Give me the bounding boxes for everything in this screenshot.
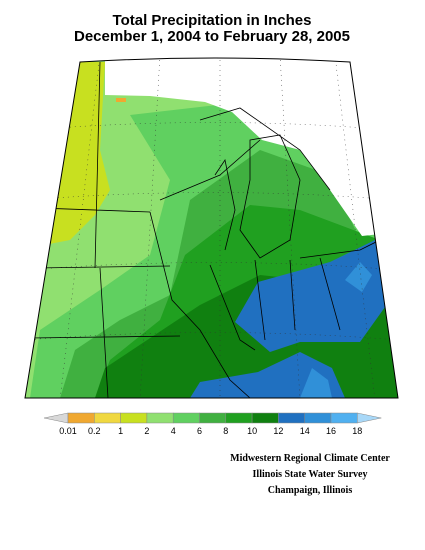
legend-label: 6 (197, 426, 202, 436)
legend-swatch (251, 412, 279, 424)
legend-swatch (94, 412, 121, 424)
legend-label: 4 (171, 426, 176, 436)
map-subtitle: December 1, 2004 to February 28, 2005 (74, 28, 350, 45)
legend-label: 0.01 (59, 426, 77, 436)
map-frame (24, 57, 399, 399)
legend-arrow (43, 412, 69, 424)
legend-label: 16 (326, 426, 336, 436)
legend-label: 12 (273, 426, 283, 436)
legend-swatch (146, 412, 174, 424)
legend-swatch (67, 412, 95, 424)
legend-label: 14 (300, 426, 310, 436)
credit-line: Midwestern Regional Climate Center (230, 453, 390, 464)
legend-label: 2 (144, 426, 149, 436)
map-title: Total Precipitation in Inches (113, 12, 312, 29)
legend-label: 8 (223, 426, 228, 436)
legend: 0.01 0.2 1 2 4 6 8 10 12 14 16 18 (43, 412, 382, 436)
legend-swatch (120, 412, 148, 424)
legend-swatch (278, 412, 305, 424)
legend-label: 18 (352, 426, 362, 436)
legend-swatch (330, 412, 358, 424)
legend-swatch (304, 412, 332, 424)
legend-label: 10 (247, 426, 257, 436)
map (25, 58, 398, 398)
legend-label: 1 (118, 426, 123, 436)
credit-line: Illinois State Water Survey (253, 469, 368, 480)
legend-label: 0.2 (88, 426, 101, 436)
legend-swatch (172, 412, 200, 424)
legend-swatch (199, 412, 227, 424)
legend-swatch (225, 412, 253, 424)
legend-arrow (357, 412, 382, 424)
credit-line: Champaign, Illinois (268, 485, 353, 496)
